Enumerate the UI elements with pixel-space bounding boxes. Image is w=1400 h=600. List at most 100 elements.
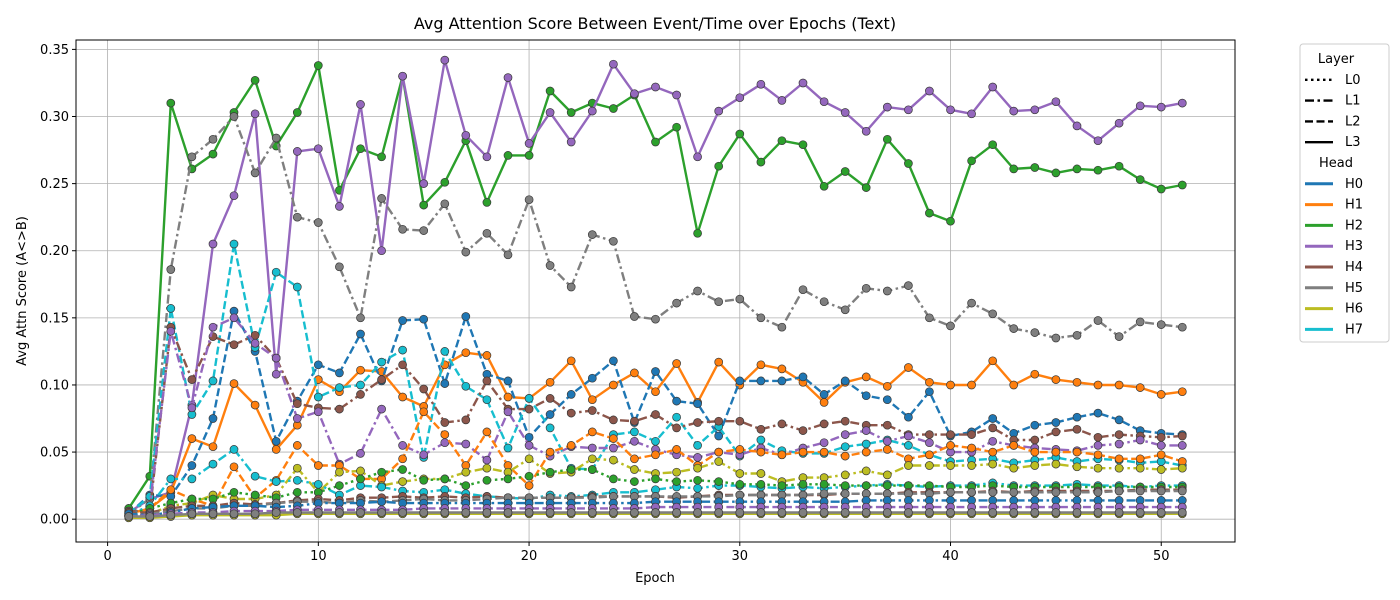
data-point bbox=[904, 441, 913, 450]
data-point bbox=[398, 465, 407, 474]
data-point bbox=[735, 129, 745, 139]
data-point bbox=[819, 398, 829, 407]
data-point bbox=[1051, 447, 1061, 457]
data-point bbox=[651, 82, 660, 92]
data-point bbox=[524, 454, 534, 464]
data-point bbox=[503, 407, 513, 417]
data-point bbox=[777, 508, 787, 517]
series-h7-l2 bbox=[124, 239, 1187, 519]
data-point bbox=[461, 247, 471, 257]
data-point bbox=[250, 168, 260, 178]
data-point bbox=[1114, 486, 1124, 496]
legend-head-label: H6 bbox=[1345, 302, 1363, 317]
data-point bbox=[377, 152, 386, 162]
data-point bbox=[356, 365, 365, 375]
data-point bbox=[798, 285, 808, 295]
data-point bbox=[292, 508, 302, 517]
data-point bbox=[735, 376, 745, 386]
data-point bbox=[398, 392, 407, 402]
data-point bbox=[1030, 105, 1040, 115]
data-point bbox=[693, 228, 702, 238]
data-point bbox=[840, 481, 850, 490]
data-point bbox=[166, 485, 176, 495]
data-point bbox=[482, 228, 492, 238]
y-axis-label: Avg Attn Score (A<>B) bbox=[15, 216, 30, 366]
data-point bbox=[1177, 486, 1187, 496]
data-point bbox=[1177, 322, 1187, 332]
data-point bbox=[1114, 463, 1124, 473]
data-point bbox=[925, 387, 934, 397]
series-line bbox=[128, 457, 1183, 518]
data-point bbox=[630, 427, 639, 437]
data-point bbox=[440, 55, 450, 65]
series-line bbox=[128, 410, 1183, 517]
data-point bbox=[292, 475, 302, 485]
series-h5-l1 bbox=[124, 112, 1187, 519]
data-point bbox=[1030, 487, 1040, 497]
data-point bbox=[545, 86, 555, 96]
data-point bbox=[925, 450, 934, 460]
data-point bbox=[988, 356, 998, 366]
data-point bbox=[524, 139, 534, 148]
data-point bbox=[356, 313, 365, 323]
data-point bbox=[735, 508, 745, 517]
data-point bbox=[988, 508, 998, 517]
data-point bbox=[1051, 418, 1061, 427]
data-point bbox=[714, 431, 724, 441]
data-point bbox=[1156, 508, 1166, 517]
data-point bbox=[925, 86, 934, 96]
data-point bbox=[714, 106, 724, 116]
data-point bbox=[229, 487, 239, 497]
data-point bbox=[377, 404, 386, 414]
data-point bbox=[861, 372, 871, 382]
data-point bbox=[313, 61, 323, 70]
data-point bbox=[566, 282, 576, 292]
data-point bbox=[735, 445, 745, 454]
data-point bbox=[271, 267, 281, 277]
data-point bbox=[798, 78, 808, 88]
data-point bbox=[229, 379, 239, 388]
data-point bbox=[882, 481, 892, 490]
data-point bbox=[1114, 380, 1124, 390]
data-point bbox=[840, 416, 850, 426]
legend: Layer L0 L1 L2 L3 Head H0 H1 H2 H3 H4 H5 H6 H7 bbox=[1299, 43, 1390, 343]
data-point bbox=[545, 508, 555, 517]
data-point bbox=[482, 152, 492, 162]
y-tick-label: 0.30 bbox=[40, 110, 69, 125]
data-point bbox=[461, 130, 471, 140]
data-point bbox=[250, 400, 260, 410]
data-point bbox=[988, 309, 998, 319]
data-point bbox=[419, 179, 429, 188]
data-point bbox=[566, 108, 576, 117]
data-point bbox=[292, 463, 302, 473]
data-point bbox=[419, 508, 429, 517]
data-point bbox=[967, 461, 976, 470]
data-point bbox=[904, 281, 913, 290]
data-point bbox=[861, 391, 871, 401]
data-point bbox=[1093, 450, 1103, 460]
data-point bbox=[735, 479, 745, 489]
series-line bbox=[128, 326, 1183, 513]
data-point bbox=[208, 239, 218, 249]
data-point bbox=[335, 508, 344, 517]
data-point bbox=[1009, 508, 1019, 517]
data-point bbox=[1093, 432, 1103, 442]
data-point bbox=[377, 194, 386, 203]
data-point bbox=[798, 447, 808, 457]
data-point bbox=[482, 475, 492, 485]
data-point bbox=[377, 482, 386, 492]
data-point bbox=[735, 294, 745, 304]
data-point bbox=[630, 312, 639, 321]
data-point bbox=[819, 447, 829, 457]
data-point bbox=[904, 105, 913, 115]
data-point bbox=[798, 508, 808, 517]
data-point bbox=[819, 297, 829, 307]
data-point bbox=[946, 216, 955, 226]
legend-layer-label: L2 bbox=[1345, 114, 1361, 129]
data-point bbox=[356, 380, 365, 390]
data-point bbox=[545, 423, 555, 433]
data-point bbox=[587, 454, 597, 464]
series-h5-l3 bbox=[124, 508, 1187, 521]
data-point bbox=[1114, 332, 1124, 341]
